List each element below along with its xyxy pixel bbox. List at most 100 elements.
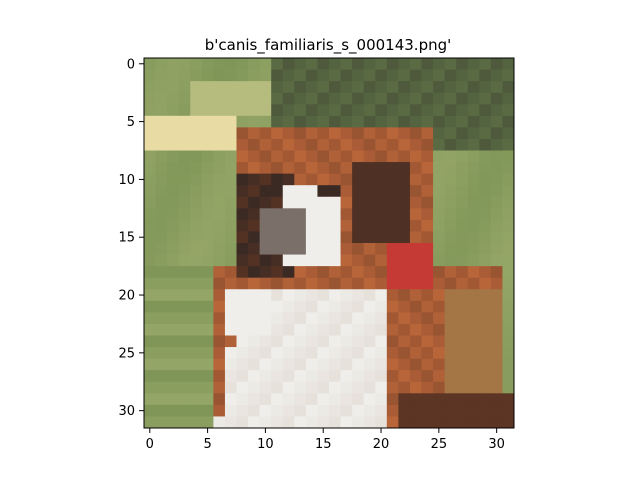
image-pixel [398, 335, 411, 348]
image-pixel [375, 127, 388, 140]
image-pixel [329, 277, 341, 290]
image-pixel [213, 81, 226, 94]
image-pixel [259, 219, 272, 232]
image-pixel [375, 300, 388, 313]
image-pixel [167, 393, 180, 406]
image-pixel [352, 312, 365, 325]
image-pixel [305, 370, 318, 383]
image-pixel [433, 173, 446, 186]
image-pixel [467, 266, 480, 279]
image-pixel [490, 254, 503, 267]
image-pixel [421, 323, 434, 336]
image-pixel [386, 393, 399, 406]
image-pixel [363, 162, 376, 175]
image-pixel [178, 208, 191, 221]
image-pixel [329, 323, 341, 336]
image-pixel [224, 231, 237, 244]
x-tick-label: 10 [257, 437, 274, 452]
image-pixel [479, 243, 492, 255]
x-tick-label: 15 [315, 437, 332, 452]
image-pixel [282, 323, 295, 336]
image-pixel [479, 231, 492, 244]
image-pixel [398, 196, 411, 209]
image-pixel [340, 404, 353, 417]
image-pixel [329, 115, 341, 128]
image-pixel [201, 138, 214, 151]
image-pixel [248, 208, 261, 221]
image-pixel [224, 358, 237, 371]
image-pixel [305, 92, 318, 105]
image-pixel [317, 115, 330, 128]
image-pixel [317, 58, 330, 70]
image-pixel [502, 81, 515, 94]
image-pixel [271, 162, 284, 175]
y-tick-label: 15 [118, 231, 135, 246]
image-pixel [352, 335, 365, 348]
image-pixel [178, 69, 191, 82]
image-pixel [352, 92, 365, 105]
image-pixel [282, 393, 295, 406]
image-pixel [444, 358, 457, 371]
image-pixel [282, 69, 295, 82]
image-pixel [329, 404, 341, 417]
image-pixel [363, 231, 376, 244]
image-pixel [375, 312, 388, 325]
image-pixel [444, 254, 457, 267]
image-pixel [329, 300, 341, 313]
image-pixel [467, 381, 480, 394]
image-pixel [433, 69, 446, 82]
image-pixel [213, 289, 226, 302]
image-pixel [282, 92, 295, 105]
image-pixel [144, 370, 156, 383]
image-pixel [340, 416, 353, 429]
image-pixel [236, 138, 249, 151]
image-pixel [201, 416, 214, 429]
image-pixel [386, 266, 399, 279]
image-pixel [201, 370, 214, 383]
image-pixel [236, 323, 249, 336]
image-pixel [502, 208, 515, 221]
image-pixel [467, 173, 480, 186]
image-pixel [236, 300, 249, 313]
image-pixel [178, 127, 191, 140]
image-pixel [167, 381, 180, 394]
image-pixel [248, 300, 261, 313]
image-pixel [282, 219, 295, 232]
image-pixel [340, 196, 353, 209]
image-pixel [375, 173, 388, 186]
image-pixel [479, 162, 492, 175]
image-pixel [167, 196, 180, 209]
image-pixel [201, 358, 214, 371]
image-pixel [340, 254, 353, 267]
image-pixel [479, 335, 492, 348]
image-pixel [224, 393, 237, 406]
image-pixel [213, 312, 226, 325]
image-pixel [502, 254, 515, 267]
image-pixel [259, 81, 272, 94]
image-pixel [456, 231, 469, 244]
image-pixel [456, 312, 469, 325]
image-pixel [421, 312, 434, 325]
image-pixel [363, 138, 376, 151]
image-pixel [479, 323, 492, 336]
image-pixel [305, 104, 318, 117]
image-pixel [305, 127, 318, 140]
image-pixel [167, 219, 180, 232]
image-pixel [375, 104, 388, 117]
image-pixel [144, 150, 156, 163]
image-pixel [421, 416, 434, 429]
image-pixel [444, 173, 457, 186]
image-pixel [271, 404, 284, 417]
image-pixel [386, 323, 399, 336]
image-pixel [201, 69, 214, 82]
image-pixel [409, 312, 422, 325]
image-pixel [178, 277, 191, 290]
image-pixel [363, 347, 376, 360]
image-pixel [409, 92, 422, 105]
image-pixel [317, 381, 330, 394]
image-pixel [248, 347, 261, 360]
image-pixel [213, 254, 226, 267]
image-pixel [375, 219, 388, 232]
image-pixel [271, 115, 284, 128]
image-pixel [352, 300, 365, 313]
